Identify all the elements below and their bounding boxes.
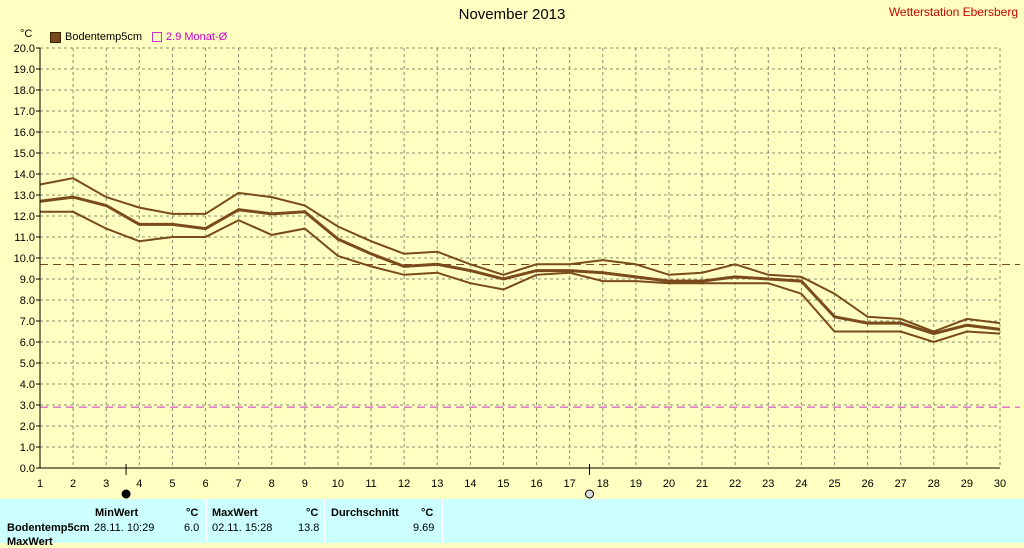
- x-tick-labels: 1 2 3 4 5 6 7 8 9 10 11 12 13 14 15 16 17 18 19 20 21 22 23 24 2…: [37, 478, 1006, 490]
- ytick-label-10.0: 10.0: [14, 253, 35, 265]
- ytick-label-17.0: 17.0: [14, 106, 35, 118]
- grid: [40, 47, 1001, 468]
- series-max: [39, 177, 1001, 333]
- statistics-panel: Bodentemp5cm MaxWert MinWert °C 28.11. 1…: [0, 499, 1024, 548]
- ytick-label-8.0: 8.0: [20, 295, 35, 307]
- xtick-label-4: 4: [136, 478, 142, 490]
- legend-label-bodentemp: Bodentemp5cm: [65, 31, 143, 43]
- axes: [36, 47, 1000, 469]
- xtick-label-14: 14: [464, 478, 476, 490]
- stats-row-label-2: MaxWert: [7, 536, 53, 548]
- stats-max-cell: MaxWert °C 02.11. 15:28 13.8: [206, 499, 324, 543]
- ytick-label-0.0: 0.0: [20, 463, 35, 475]
- xtick-label-19: 19: [630, 478, 642, 490]
- y-axis-unit: °C: [20, 28, 33, 40]
- max-header: MaxWert: [212, 507, 258, 519]
- max-value: 13.8: [298, 522, 320, 534]
- ytick-label-20.0: 20.0: [14, 43, 35, 55]
- series-mean: [39, 195, 1001, 336]
- legend-swatch-bodentemp: [50, 31, 61, 43]
- max-unit: °C: [306, 507, 319, 519]
- ytick-label-13.0: 13.0: [14, 190, 35, 202]
- min-header: MinWert: [95, 507, 139, 519]
- ytick-label-6.0: 6.0: [20, 337, 35, 349]
- max-time: 02.11. 15:28: [212, 522, 273, 534]
- xtick-label-11: 11: [365, 478, 376, 490]
- xtick-label-27: 27: [895, 478, 907, 490]
- ytick-label-14.0: 14.0: [14, 169, 35, 181]
- ytick-label-2.0: 2.0: [20, 421, 35, 433]
- xtick-label-22: 22: [729, 478, 741, 490]
- xtick-label-20: 20: [663, 478, 675, 490]
- xtick-label-5: 5: [169, 478, 175, 490]
- chart-title: November 2013: [458, 6, 566, 23]
- ytick-label-16.0: 16.0: [14, 127, 35, 139]
- xtick-label-24: 24: [795, 478, 807, 490]
- ytick-label-12.0: 12.0: [14, 211, 35, 223]
- xtick-label-16: 16: [530, 478, 542, 490]
- legend-swatch-monthly-avg: [152, 32, 163, 42]
- marker-min: [121, 489, 131, 499]
- series-min: [40, 210, 1001, 344]
- ytick-label-7.0: 7.0: [20, 316, 35, 328]
- xtick-label-15: 15: [497, 478, 509, 490]
- min-unit: °C: [186, 507, 199, 519]
- avg-header: Durchschnitt: [331, 507, 399, 519]
- xtick-label-21: 21: [696, 478, 708, 490]
- xtick-label-17: 17: [564, 478, 576, 490]
- marker-max: [585, 489, 595, 499]
- xtick-label-30: 30: [994, 478, 1006, 490]
- xtick-label-12: 12: [398, 478, 410, 490]
- stats-min-cell: MinWert °C 28.11. 10:29 6.0: [89, 499, 206, 543]
- series-lines: [39, 177, 1001, 344]
- legend-label-monthly-avg: 2.9 Monat-Ø: [166, 31, 228, 43]
- xtick-label-9: 9: [302, 478, 308, 490]
- ytick-label-11.0: 11.0: [14, 232, 35, 244]
- xtick-label-2: 2: [70, 478, 76, 490]
- xtick-label-1: 1: [37, 478, 43, 490]
- avg-value: 9.69: [413, 522, 435, 534]
- xtick-label-23: 23: [762, 478, 774, 490]
- xtick-label-7: 7: [236, 478, 242, 490]
- reference-lines: [40, 264, 1020, 408]
- ytick-label-18.0: 18.0: [14, 85, 35, 97]
- station-name: Wetterstation Ebersberg: [888, 5, 1018, 19]
- extreme-markers: [121, 464, 595, 499]
- ytick-label-4.0: 4.0: [20, 379, 35, 391]
- avg-unit: °C: [421, 507, 434, 519]
- ytick-label-5.0: 5.0: [20, 358, 35, 370]
- ytick-label-1.0: 1.0: [20, 442, 35, 454]
- xtick-label-6: 6: [202, 478, 208, 490]
- xtick-label-18: 18: [597, 478, 609, 490]
- xtick-label-13: 13: [431, 478, 443, 490]
- xtick-label-25: 25: [828, 478, 840, 490]
- min-value: 6.0: [184, 522, 200, 534]
- ytick-label-9.0: 9.0: [20, 274, 35, 286]
- stats-avg-cell: Durchschnitt °C 9.69: [324, 499, 443, 543]
- min-time: 28.11. 10:29: [94, 522, 155, 534]
- xtick-label-29: 29: [961, 478, 973, 490]
- ytick-label-19.0: 19.0: [14, 64, 35, 76]
- ytick-label-15.0: 15.0: [14, 148, 35, 160]
- legend: Bodentemp5cm 2.9 Monat-Ø: [50, 31, 227, 43]
- stats-row-label: Bodentemp5cm: [7, 522, 90, 534]
- ytick-label-3.0: 3.0: [20, 400, 35, 412]
- xtick-label-8: 8: [269, 478, 275, 490]
- xtick-label-3: 3: [103, 478, 109, 490]
- y-tick-labels: 0.0 1.0 2.0 3.0 4.0 5.0 6.0 7.0 8.0 9.0 10.0 11.0 12…: [14, 43, 35, 475]
- xtick-label-26: 26: [861, 478, 873, 490]
- xtick-label-10: 10: [332, 478, 344, 490]
- chart: 0.01.02.03.04.05.06.07.08.09.010.011.012…: [14, 43, 1020, 499]
- xtick-label-28: 28: [928, 478, 940, 490]
